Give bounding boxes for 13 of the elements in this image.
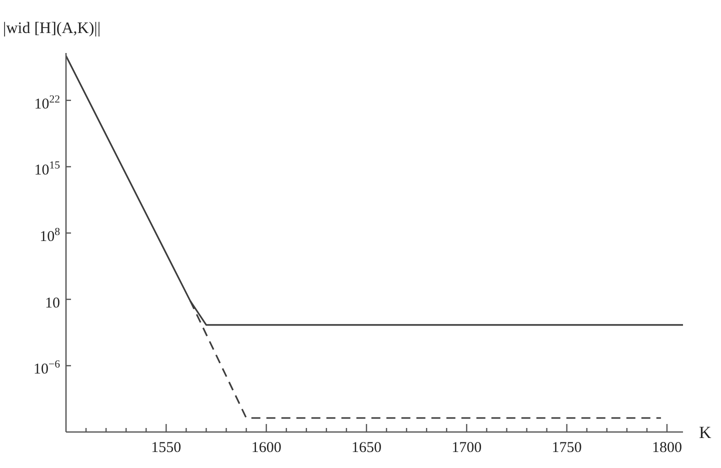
x-tick-label: 1800 [652, 440, 682, 456]
y-tick-label: 10$^{8}$ [40, 226, 60, 246]
y-tick-label: 10$^{−6}$ [34, 358, 61, 378]
x-tick-label: 1650 [351, 440, 382, 456]
y-tick-label: 10 [45, 295, 60, 312]
x-tick-label: 1600 [251, 440, 282, 456]
x-tick-label: 1700 [452, 440, 482, 456]
x-tick-label: 1750 [552, 440, 582, 456]
y-axis-title: |wid [H](A,K)|| [3, 20, 101, 38]
y-tick-label: 10$^{22}$ [34, 93, 60, 112]
x-axis-title: K [699, 423, 712, 443]
x-tick-label: 1550 [151, 440, 182, 456]
y-tick-label: 10$^{15}$ [34, 160, 60, 179]
